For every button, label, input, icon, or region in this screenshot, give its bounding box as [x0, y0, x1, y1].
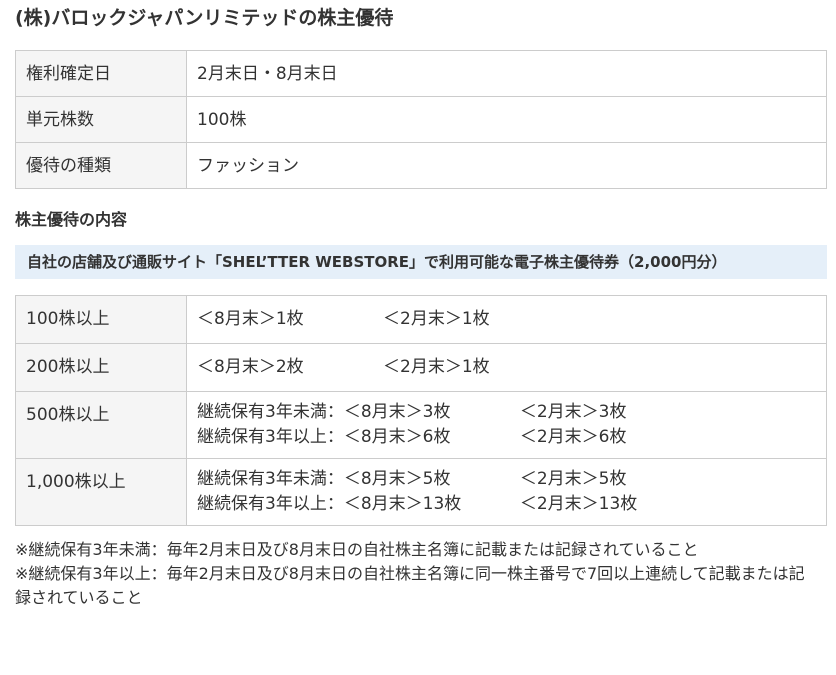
tier-line: ＜8月末＞1枚 ＜2月末＞1枚: [197, 307, 816, 332]
table-row: 200株以上 ＜8月末＞2枚 ＜2月末＞1枚: [15, 343, 827, 392]
august-coupons: ＜8月末＞5枚: [343, 469, 451, 489]
tier-label: 200株以上: [15, 343, 187, 392]
table-row: 権利確定日 2月末日・8月末日: [15, 50, 827, 97]
tier-line: 継続保有3年未満：＜8月末＞3枚 ＜2月末＞3枚: [197, 400, 816, 425]
summary-table: 権利確定日 2月末日・8月末日 単元株数 100株 優待の種類 ファッション: [15, 50, 827, 189]
tier-value: ＜8月末＞2枚 ＜2月末＞1枚: [186, 343, 827, 392]
holding-period: 継続保有3年以上：: [197, 494, 344, 514]
august-coupons: ＜8月末＞6枚: [343, 427, 451, 447]
february-coupons: ＜2月末＞13枚: [519, 494, 638, 514]
february-coupons: ＜2月末＞6枚: [519, 427, 627, 447]
february-coupons: ＜2月末＞5枚: [519, 469, 627, 489]
table-row: 1,000株以上 継続保有3年未満：＜8月末＞5枚 ＜2月末＞5枚継続保有3年以上：…: [15, 458, 827, 526]
note: ※継続保有3年以上：毎年2月末日及び8月末日の自社株主名簿に同一株主番号で7回以…: [15, 564, 805, 607]
february-coupons: ＜2月末＞1枚: [383, 309, 490, 329]
holding-period: 継続保有3年未満：: [197, 402, 344, 422]
notes: ※継続保有3年未満：毎年2月末日及び8月末日の自社株主名簿に記載または記録されて…: [15, 538, 820, 610]
row-value: ファッション: [186, 142, 827, 189]
tier-label: 1,000株以上: [15, 458, 187, 526]
tier-table: 100株以上 ＜8月末＞1枚 ＜2月末＞1枚 200株以上 ＜8月末＞2枚 ＜2月末＞1枚…: [15, 295, 827, 526]
table-row: 500株以上 継続保有3年未満：＜8月末＞3枚 ＜2月末＞3枚 継続保有3年以上：＜8…: [15, 391, 827, 459]
row-label: 単元株数: [15, 96, 187, 143]
note: ※継続保有3年未満：毎年2月末日及び8月末日の自社株主名簿に記載または記録されて…: [15, 540, 699, 559]
february-coupons: ＜2月末＞3枚: [519, 402, 627, 422]
row-value: 100株: [186, 96, 827, 143]
holding-period: 継続保有3年未満：: [197, 469, 344, 489]
tier-value: ＜8月末＞1枚 ＜2月末＞1枚: [186, 295, 827, 344]
august-coupons: ＜8月末＞3枚: [343, 402, 451, 422]
row-value: 2月末日・8月末日: [186, 50, 827, 97]
tier-value: 継続保有3年未満：＜8月末＞5枚 ＜2月末＞5枚継続保有3年以上：＜8月末＞13枚…: [186, 458, 827, 526]
row-label: 優待の種類: [15, 142, 187, 189]
tier-line: 継続保有3年以上：＜8月末＞13枚 ＜2月末＞13枚: [197, 492, 816, 517]
holding-period: 継続保有3年以上：: [197, 427, 344, 447]
tier-line: 継続保有3年未満：＜8月末＞5枚 ＜2月末＞5枚: [197, 467, 816, 492]
highlight-box: 自社の店舗及び通販サイト「SHEL’TTER WEBSTORE」で利用可能な電子…: [15, 245, 827, 279]
tier-label: 100株以上: [15, 295, 187, 344]
section-title: 株主優待の内容: [15, 210, 128, 229]
tier-line: 継続保有3年以上：＜8月末＞6枚 ＜2月末＞6枚: [197, 425, 816, 450]
table-row: 100株以上 ＜8月末＞1枚 ＜2月末＞1枚: [15, 295, 827, 344]
row-label: 権利確定日: [15, 50, 187, 97]
august-coupons: ＜8月末＞1枚: [197, 309, 304, 329]
august-coupons: ＜8月末＞2枚: [197, 357, 304, 377]
february-coupons: ＜2月末＞1枚: [383, 357, 490, 377]
tier-label: 500株以上: [15, 391, 187, 459]
page-title: (株)バロックジャパンリミテッドの株主優待: [15, 7, 394, 29]
tier-line: ＜8月末＞2枚 ＜2月末＞1枚: [197, 355, 816, 380]
table-row: 単元株数 100株: [15, 96, 827, 143]
table-row: 優待の種類 ファッション: [15, 142, 827, 189]
tier-value: 継続保有3年未満：＜8月末＞3枚 ＜2月末＞3枚継続保有3年以上：＜8月末＞6枚 ＜…: [186, 391, 827, 459]
august-coupons: ＜8月末＞13枚: [343, 494, 462, 514]
page: (株)バロックジャパンリミテッドの株主優待 権利確定日 2月末日・8月末日 単元株…: [15, 7, 827, 610]
